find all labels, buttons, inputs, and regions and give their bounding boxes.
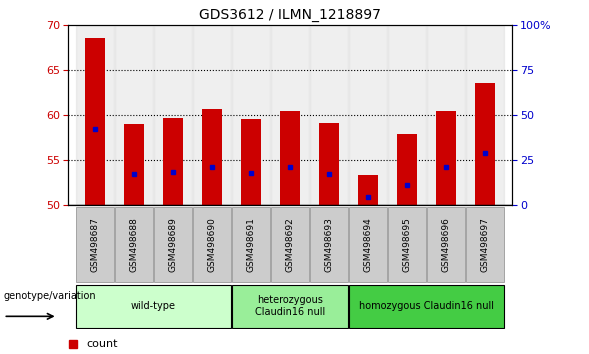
Bar <box>115 25 153 205</box>
Bar <box>398 134 417 205</box>
Text: GSM498689: GSM498689 <box>168 217 177 272</box>
Bar <box>388 25 426 205</box>
Bar <box>163 118 183 205</box>
FancyBboxPatch shape <box>232 285 348 328</box>
FancyBboxPatch shape <box>193 207 231 282</box>
FancyBboxPatch shape <box>115 207 153 282</box>
Bar <box>280 110 300 205</box>
Text: count: count <box>87 339 118 349</box>
Text: GSM498696: GSM498696 <box>442 217 451 272</box>
Text: heterozygous
Claudin16 null: heterozygous Claudin16 null <box>255 295 325 317</box>
Text: wild-type: wild-type <box>131 301 176 311</box>
FancyBboxPatch shape <box>271 207 309 282</box>
Text: GSM498688: GSM498688 <box>130 217 138 272</box>
Bar <box>466 25 504 205</box>
Text: homozygous Claudin16 null: homozygous Claudin16 null <box>359 301 494 311</box>
Text: GSM498694: GSM498694 <box>363 217 373 272</box>
Text: GSM498687: GSM498687 <box>91 217 100 272</box>
Bar <box>124 124 144 205</box>
Bar <box>358 175 378 205</box>
Bar <box>85 38 105 205</box>
Text: GSM498697: GSM498697 <box>481 217 489 272</box>
FancyBboxPatch shape <box>232 207 270 282</box>
Bar <box>475 84 495 205</box>
Text: GSM498695: GSM498695 <box>403 217 412 272</box>
FancyBboxPatch shape <box>466 207 504 282</box>
Bar <box>241 119 261 205</box>
Text: genotype/variation: genotype/variation <box>4 291 96 301</box>
FancyBboxPatch shape <box>349 285 504 328</box>
Bar <box>271 25 309 205</box>
FancyBboxPatch shape <box>349 207 387 282</box>
FancyBboxPatch shape <box>388 207 426 282</box>
Bar <box>310 25 348 205</box>
FancyBboxPatch shape <box>154 207 192 282</box>
Text: GSM498693: GSM498693 <box>325 217 333 272</box>
Bar <box>232 25 270 205</box>
FancyBboxPatch shape <box>76 207 114 282</box>
Bar <box>427 25 465 205</box>
Text: GSM498691: GSM498691 <box>247 217 256 272</box>
Title: GDS3612 / ILMN_1218897: GDS3612 / ILMN_1218897 <box>199 8 381 22</box>
Text: GSM498690: GSM498690 <box>207 217 217 272</box>
Bar <box>349 25 387 205</box>
Text: GSM498692: GSM498692 <box>286 217 294 272</box>
Bar <box>202 109 222 205</box>
FancyBboxPatch shape <box>310 207 348 282</box>
Bar <box>193 25 231 205</box>
Bar <box>319 123 339 205</box>
Bar <box>436 110 456 205</box>
FancyBboxPatch shape <box>427 207 465 282</box>
Bar <box>76 25 114 205</box>
FancyBboxPatch shape <box>76 285 231 328</box>
Bar <box>154 25 192 205</box>
